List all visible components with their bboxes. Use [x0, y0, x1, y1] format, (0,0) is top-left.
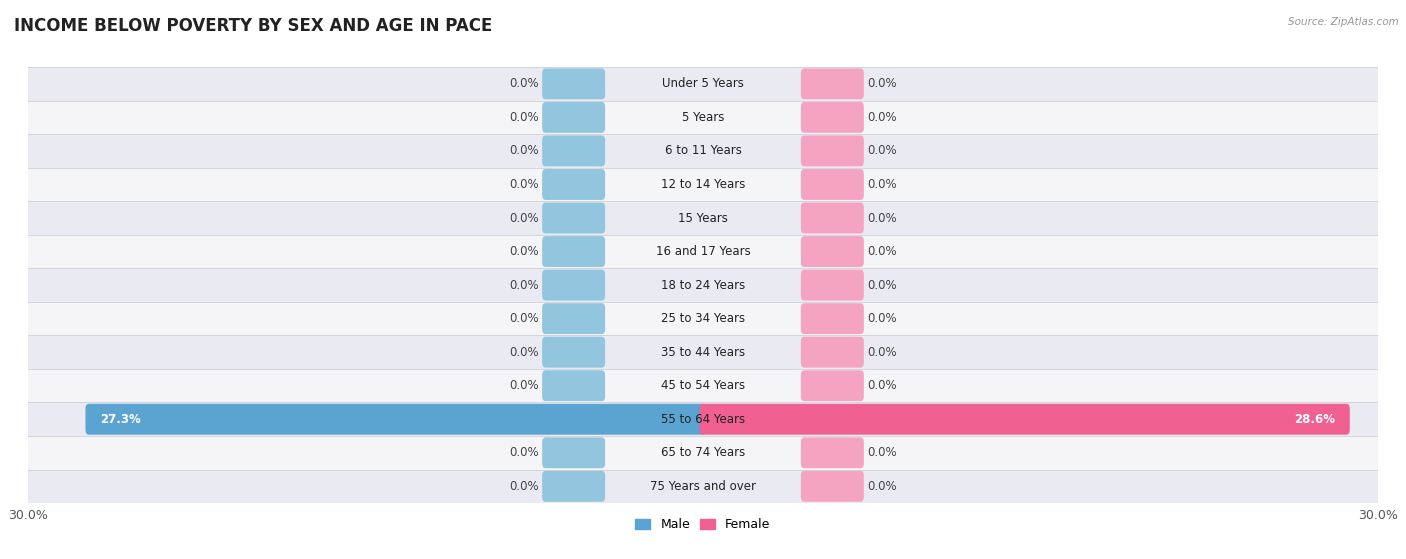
FancyBboxPatch shape — [801, 202, 863, 234]
FancyBboxPatch shape — [801, 236, 863, 267]
Text: 35 to 44 Years: 35 to 44 Years — [661, 345, 745, 359]
Text: 0.0%: 0.0% — [868, 446, 897, 459]
FancyBboxPatch shape — [543, 169, 605, 200]
Bar — [28, 369, 1378, 402]
Text: 55 to 64 Years: 55 to 64 Years — [661, 413, 745, 426]
Text: Under 5 Years: Under 5 Years — [662, 77, 744, 91]
Text: 0.0%: 0.0% — [868, 111, 897, 124]
FancyBboxPatch shape — [543, 471, 605, 502]
FancyBboxPatch shape — [801, 68, 863, 100]
Bar — [28, 402, 1378, 436]
FancyBboxPatch shape — [801, 169, 863, 200]
Bar — [28, 67, 1378, 101]
Text: 0.0%: 0.0% — [509, 111, 538, 124]
Text: 0.0%: 0.0% — [868, 77, 897, 91]
Text: 0.0%: 0.0% — [509, 312, 538, 325]
FancyBboxPatch shape — [543, 337, 605, 368]
Text: 5 Years: 5 Years — [682, 111, 724, 124]
FancyBboxPatch shape — [543, 437, 605, 468]
Text: 0.0%: 0.0% — [509, 480, 538, 493]
Text: 75 Years and over: 75 Years and over — [650, 480, 756, 493]
Text: 0.0%: 0.0% — [509, 77, 538, 91]
Bar — [28, 335, 1378, 369]
Text: Source: ZipAtlas.com: Source: ZipAtlas.com — [1288, 17, 1399, 27]
FancyBboxPatch shape — [543, 236, 605, 267]
Text: 65 to 74 Years: 65 to 74 Years — [661, 446, 745, 459]
Text: 45 to 54 Years: 45 to 54 Years — [661, 379, 745, 392]
Text: 0.0%: 0.0% — [509, 345, 538, 359]
Text: 12 to 14 Years: 12 to 14 Years — [661, 178, 745, 191]
FancyBboxPatch shape — [543, 135, 605, 167]
FancyBboxPatch shape — [801, 303, 863, 334]
Bar — [28, 101, 1378, 134]
Text: INCOME BELOW POVERTY BY SEX AND AGE IN PACE: INCOME BELOW POVERTY BY SEX AND AGE IN P… — [14, 17, 492, 35]
Text: 15 Years: 15 Years — [678, 211, 728, 225]
Text: 0.0%: 0.0% — [868, 345, 897, 359]
Text: 0.0%: 0.0% — [509, 379, 538, 392]
FancyBboxPatch shape — [543, 68, 605, 100]
Text: 0.0%: 0.0% — [509, 211, 538, 225]
FancyBboxPatch shape — [543, 303, 605, 334]
FancyBboxPatch shape — [543, 102, 605, 133]
Text: 0.0%: 0.0% — [868, 480, 897, 493]
Bar — [28, 302, 1378, 335]
FancyBboxPatch shape — [543, 370, 605, 401]
Text: 0.0%: 0.0% — [509, 446, 538, 459]
Text: 0.0%: 0.0% — [868, 144, 897, 158]
Bar — [28, 268, 1378, 302]
FancyBboxPatch shape — [801, 370, 863, 401]
Bar — [28, 134, 1378, 168]
Text: 25 to 34 Years: 25 to 34 Years — [661, 312, 745, 325]
FancyBboxPatch shape — [801, 337, 863, 368]
Bar — [28, 235, 1378, 268]
Text: 0.0%: 0.0% — [509, 144, 538, 158]
FancyBboxPatch shape — [801, 437, 863, 468]
FancyBboxPatch shape — [801, 135, 863, 167]
Text: 28.6%: 28.6% — [1294, 413, 1336, 426]
Text: 27.3%: 27.3% — [100, 413, 141, 426]
FancyBboxPatch shape — [86, 404, 706, 435]
FancyBboxPatch shape — [543, 269, 605, 301]
FancyBboxPatch shape — [543, 202, 605, 234]
Text: 0.0%: 0.0% — [868, 312, 897, 325]
Text: 16 and 17 Years: 16 and 17 Years — [655, 245, 751, 258]
Text: 0.0%: 0.0% — [509, 178, 538, 191]
Text: 0.0%: 0.0% — [868, 178, 897, 191]
Text: 6 to 11 Years: 6 to 11 Years — [665, 144, 741, 158]
Bar — [28, 168, 1378, 201]
Bar — [28, 201, 1378, 235]
Text: 0.0%: 0.0% — [868, 379, 897, 392]
Text: 18 to 24 Years: 18 to 24 Years — [661, 278, 745, 292]
Legend: Male, Female: Male, Female — [630, 513, 776, 536]
Text: 0.0%: 0.0% — [868, 245, 897, 258]
Text: 0.0%: 0.0% — [509, 245, 538, 258]
Text: 0.0%: 0.0% — [868, 278, 897, 292]
Text: 0.0%: 0.0% — [868, 211, 897, 225]
FancyBboxPatch shape — [801, 471, 863, 502]
FancyBboxPatch shape — [801, 269, 863, 301]
Text: 0.0%: 0.0% — [509, 278, 538, 292]
FancyBboxPatch shape — [801, 102, 863, 133]
Bar — [28, 436, 1378, 470]
FancyBboxPatch shape — [700, 404, 1350, 435]
Bar — [28, 470, 1378, 503]
